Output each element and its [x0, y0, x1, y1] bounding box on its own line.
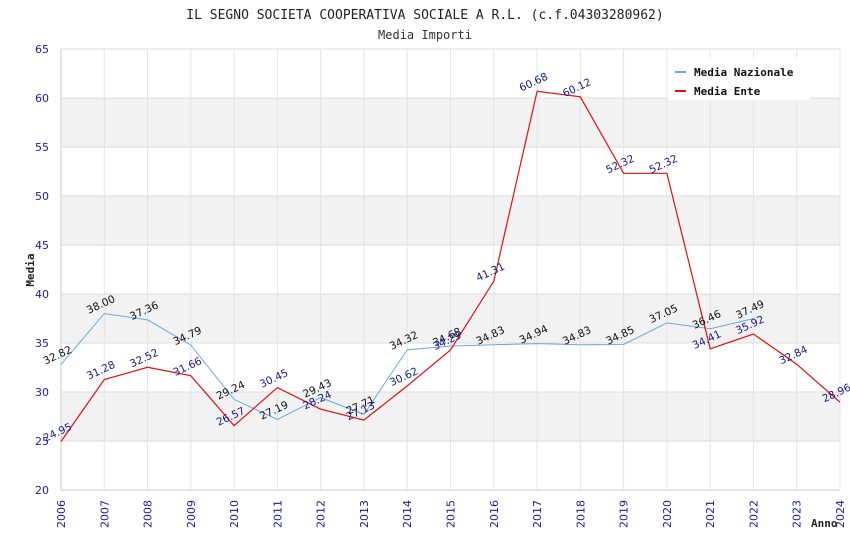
series-line-media-ente	[60, 90, 841, 442]
y-tick-label: 45	[35, 239, 49, 252]
y-tick-label: 35	[35, 337, 49, 350]
y-tick-label: 40	[35, 288, 49, 301]
legend-entry: Media Nazionale	[694, 66, 794, 79]
legend-box	[668, 58, 810, 100]
y-tick-label: 55	[35, 141, 49, 154]
x-tick-label: 2023	[791, 500, 804, 528]
x-tick-label: 2021	[704, 500, 717, 528]
series-layer	[60, 90, 841, 442]
chart-subtitle: Media Importi	[378, 28, 472, 42]
x-tick-label: 2008	[142, 500, 155, 528]
series-line-media-nazionale	[60, 313, 754, 421]
y-tick-label: 60	[35, 92, 49, 105]
x-tick-label: 2024	[834, 500, 847, 528]
y-tick-label: 30	[35, 386, 49, 399]
x-tick-label: 2009	[185, 500, 198, 528]
chart-title: IL SEGNO SOCIETA COOPERATIVA SOCIALE A R…	[186, 8, 663, 23]
x-tick-label: 2007	[98, 500, 111, 528]
x-tick-label: 2012	[315, 500, 328, 528]
x-tick-label: 2006	[55, 500, 68, 528]
y-tick-label: 65	[35, 43, 49, 56]
x-tick-label: 2022	[747, 500, 760, 528]
legend: Media Nazionale Media Ente	[668, 58, 810, 100]
x-tick-label: 2018	[574, 500, 587, 528]
x-tick-label: 2010	[228, 500, 241, 528]
x-tick-label: 2015	[445, 500, 458, 528]
x-tick-label: 2011	[271, 500, 284, 528]
y-axis-label: Media	[24, 253, 37, 286]
axes: 20 25 30 35 40 45 50 55 60 65 2006 2007 2008 2009 2010…	[35, 43, 847, 528]
y-tick-label: 25	[35, 435, 49, 448]
x-axis-label: Anno	[811, 517, 838, 530]
x-tick-label: 2014	[401, 500, 414, 528]
x-tick-label: 2019	[618, 500, 631, 528]
x-tick-label: 2016	[488, 500, 501, 528]
x-tick-label: 2013	[358, 500, 371, 528]
x-tick-label: 2017	[531, 500, 544, 528]
legend-entry: Media Ente	[694, 85, 761, 98]
y-tick-label: 20	[35, 484, 49, 497]
y-tick-label: 50	[35, 190, 49, 203]
x-tick-label: 2020	[661, 500, 674, 528]
